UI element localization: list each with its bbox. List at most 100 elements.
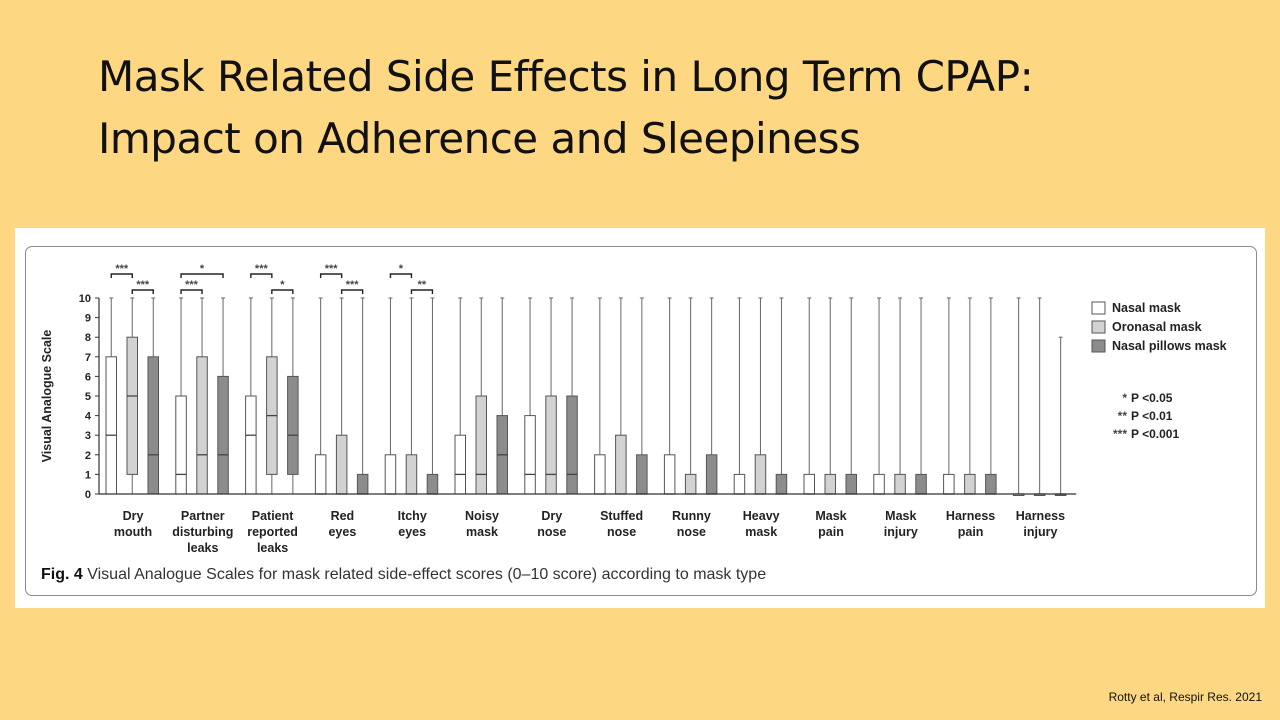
box-iqr xyxy=(894,473,906,495)
y-tick-label: 5 xyxy=(85,391,91,403)
category-label: pain xyxy=(958,525,984,539)
category-label: reported xyxy=(247,525,298,539)
box-iqr xyxy=(684,473,697,495)
box-iqr xyxy=(475,395,487,495)
box-iqr xyxy=(985,473,997,495)
category-label: Patient xyxy=(252,509,295,523)
category-label: mask xyxy=(466,525,498,539)
category-label: Harness xyxy=(1016,509,1065,523)
box-iqr xyxy=(356,473,369,495)
category-label: Dry xyxy=(123,509,144,523)
significance-label: ** xyxy=(418,279,427,291)
significance-legend-symbol: * xyxy=(1122,391,1127,405)
legend-swatch xyxy=(1091,339,1106,353)
box-iqr xyxy=(314,454,327,495)
box-iqr xyxy=(845,473,857,495)
figure-caption-text: Visual Analogue Scales for mask related … xyxy=(87,566,767,583)
y-tick-label: 1 xyxy=(85,469,91,481)
box-iqr xyxy=(524,415,536,495)
category-label: Itchy xyxy=(398,509,427,523)
y-tick-label: 6 xyxy=(85,371,91,383)
category-label: injury xyxy=(884,525,918,539)
category-label: Harness xyxy=(946,509,995,523)
significance-label: *** xyxy=(136,279,150,291)
box-iqr xyxy=(196,356,208,495)
box-iqr xyxy=(915,473,927,495)
category-label: Stuffed xyxy=(600,509,643,523)
box-iqr xyxy=(545,395,557,495)
box-iqr xyxy=(175,395,187,495)
box-iqr xyxy=(733,473,746,495)
significance-bracket xyxy=(319,273,343,278)
category-label: eyes xyxy=(328,525,356,539)
box-plot-chart: Visual Analogue Scale012345678910******D… xyxy=(40,263,1227,555)
significance-bracket xyxy=(340,289,364,294)
y-axis-label: Visual Analogue Scale xyxy=(40,330,54,463)
box-iqr xyxy=(824,473,836,495)
category-label: Mask xyxy=(885,509,916,523)
significance-label: *** xyxy=(255,263,269,275)
significance-legend-label: P <0.01 xyxy=(1131,409,1173,423)
box-iqr xyxy=(873,473,885,495)
significance-label: *** xyxy=(185,279,199,291)
category-label: injury xyxy=(1023,525,1057,539)
significance-bracket xyxy=(389,273,413,278)
category-label: Red xyxy=(331,509,355,523)
legend-swatch xyxy=(1091,320,1106,334)
box-iqr xyxy=(775,473,788,495)
significance-legend-label: P <0.05 xyxy=(1131,391,1173,405)
significance-bracket xyxy=(131,289,154,294)
significance-label: * xyxy=(200,263,205,275)
box-iqr xyxy=(754,454,767,495)
significance-legend-symbol: ** xyxy=(1118,409,1128,423)
category-label: pain xyxy=(818,525,844,539)
y-tick-label: 8 xyxy=(85,332,91,344)
box-iqr xyxy=(287,375,299,475)
category-label: mouth xyxy=(114,525,152,539)
y-tick-label: 9 xyxy=(85,313,91,325)
box-iqr xyxy=(566,395,578,495)
box-iqr xyxy=(663,454,676,495)
box-iqr xyxy=(405,454,418,495)
significance-label: *** xyxy=(325,263,339,275)
significance-label: *** xyxy=(115,263,129,275)
box-iqr xyxy=(126,336,138,475)
y-tick-label: 0 xyxy=(85,489,91,501)
y-tick-label: 10 xyxy=(79,293,91,305)
box-iqr xyxy=(615,434,627,495)
figure-caption: Fig. 4 Visual Analogue Scales for mask r… xyxy=(41,566,766,584)
box-iqr xyxy=(803,473,815,495)
box-iqr xyxy=(964,473,976,495)
category-label: leaks xyxy=(187,541,218,555)
significance-bracket xyxy=(110,273,133,278)
figure-panel: Visual Analogue Scale 0 1 2 3 4 5 6 7 8 9 10 *** *** D… xyxy=(15,228,1265,608)
significance-bracket xyxy=(180,273,224,278)
category-label: nose xyxy=(607,525,636,539)
category-label: Runny xyxy=(672,509,711,523)
category-label: mask xyxy=(745,525,777,539)
significance-legend-symbol: *** xyxy=(1113,427,1127,441)
category-label: nose xyxy=(537,525,566,539)
category-label: nose xyxy=(677,525,706,539)
slide-title-line-2: Impact on Adherence and Sleepiness xyxy=(98,114,861,163)
significance-bracket xyxy=(410,289,434,294)
slide-title-line-1: Mask Related Side Effects in Long Term C… xyxy=(98,52,1034,101)
significance-label: * xyxy=(280,279,285,291)
significance-label: * xyxy=(399,263,404,275)
category-label: Partner xyxy=(181,509,225,523)
significance-bracket xyxy=(180,289,203,294)
significance-label: *** xyxy=(346,279,360,291)
category-label: Noisy xyxy=(465,509,499,523)
significance-bracket xyxy=(250,273,273,278)
box-iqr xyxy=(147,356,159,495)
box-iqr xyxy=(705,454,718,495)
figure-caption-label: Fig. 4 xyxy=(41,566,83,583)
box-iqr xyxy=(594,454,606,495)
box-iqr xyxy=(335,434,348,495)
category-label: Dry xyxy=(541,509,562,523)
y-tick-label: 3 xyxy=(85,430,91,442)
legend-entry: Oronasal mask xyxy=(1112,320,1202,334)
box-iqr xyxy=(245,395,257,495)
box-iqr xyxy=(217,375,229,495)
box-iqr xyxy=(454,434,466,495)
